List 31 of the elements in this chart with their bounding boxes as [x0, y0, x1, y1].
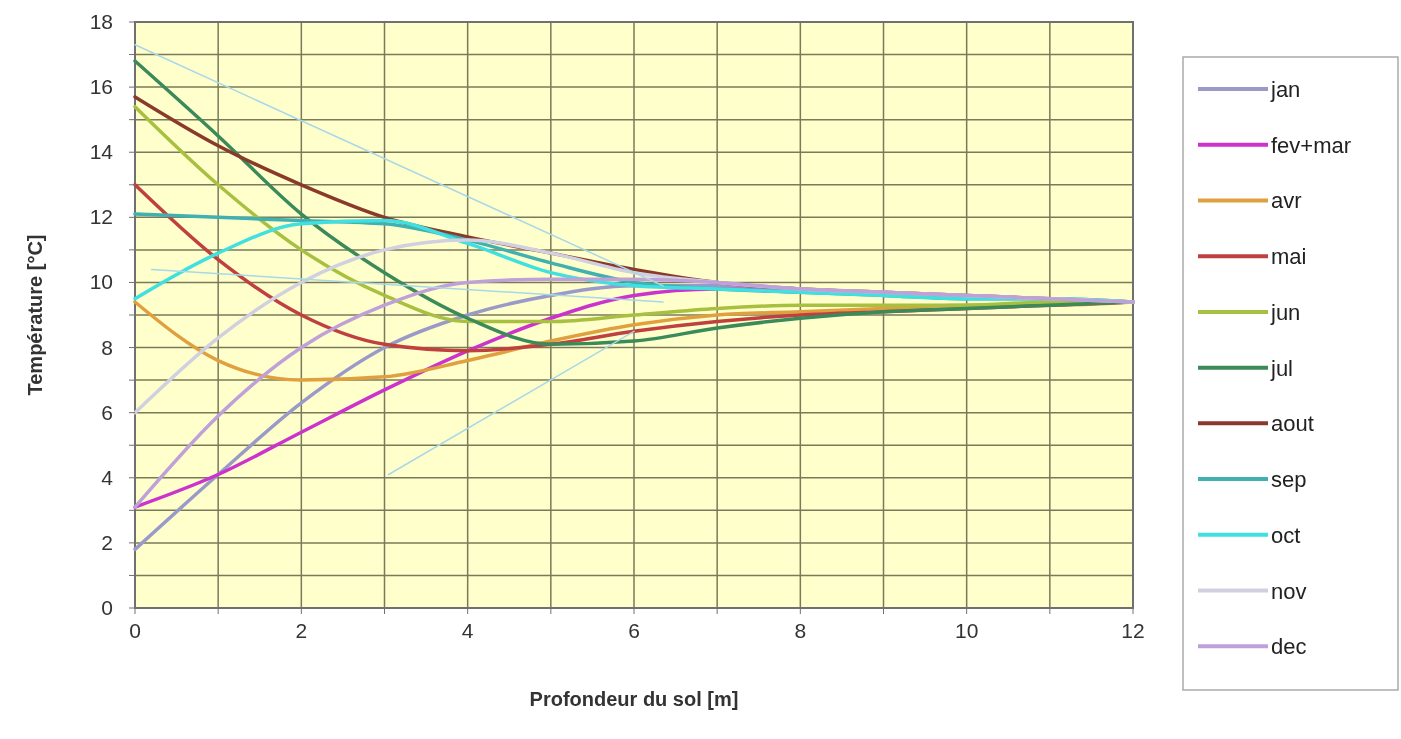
- legend-label: aout: [1271, 411, 1314, 437]
- x-tick-label: 12: [1121, 619, 1145, 642]
- y-tick-label: 14: [89, 140, 114, 164]
- y-tick-label: 10: [89, 270, 113, 294]
- legend-label: jul: [1270, 355, 1294, 381]
- x-tick-label: 2: [295, 619, 308, 642]
- line-series: [133, 277, 1135, 509]
- y-tick-label: 12: [89, 205, 113, 229]
- legend-label: jan: [1270, 77, 1301, 102]
- y-tick-label: 0: [101, 596, 113, 619]
- legend-label: fev+mar: [1271, 132, 1352, 158]
- y-axis-title: Température [°C]: [24, 234, 46, 396]
- x-tick-label: 6: [628, 619, 640, 642]
- x-axis-title: Profondeur du sol [m]: [529, 688, 739, 710]
- y-tick-label: 8: [101, 335, 113, 359]
- legend-label: dec: [1271, 634, 1307, 660]
- x-tick-label: 10: [954, 619, 979, 642]
- y-tick-label: 2: [101, 530, 113, 554]
- x-tick-label: 8: [794, 619, 807, 642]
- y-tick-label: 6: [101, 400, 113, 424]
- legend-label: oct: [1271, 522, 1301, 548]
- legend-label: avr: [1271, 188, 1302, 214]
- legend-label: sep: [1271, 467, 1307, 493]
- legend-label: mai: [1271, 244, 1307, 270]
- y-tick-label: 4: [101, 465, 114, 489]
- legend-label: jun: [1270, 299, 1301, 325]
- x-tick-label: 4: [461, 619, 474, 642]
- y-tick-label: 18: [89, 10, 113, 33]
- y-tick-label: 16: [89, 75, 113, 99]
- x-tick-label: 0: [129, 619, 141, 642]
- legend-label: nov: [1271, 578, 1307, 604]
